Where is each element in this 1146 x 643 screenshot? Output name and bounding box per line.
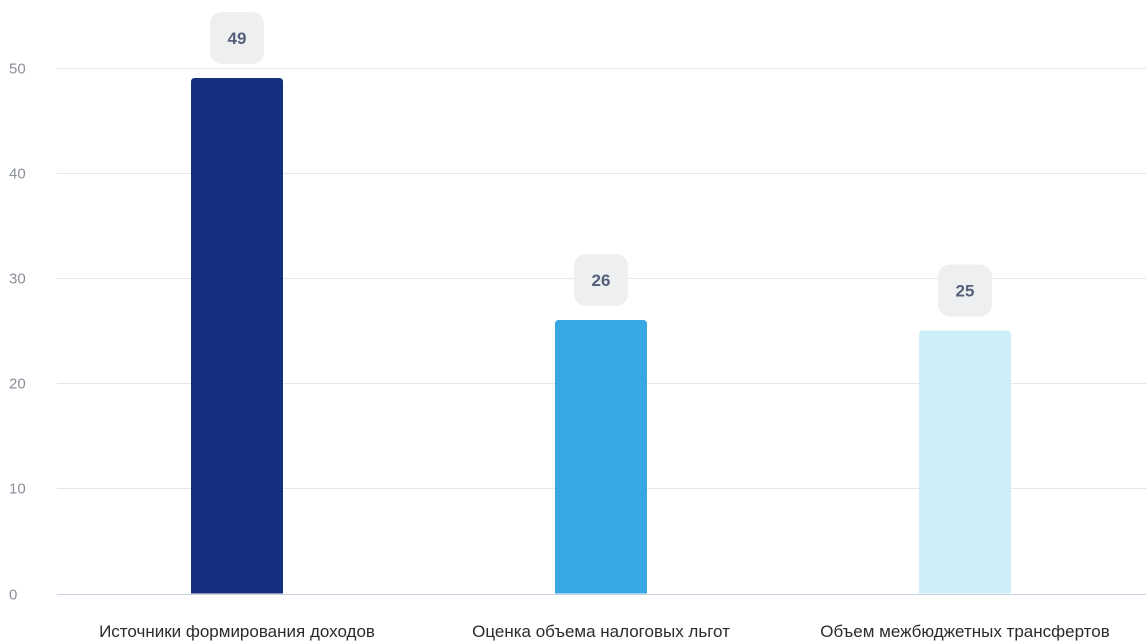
y-tick-label: 20 <box>9 376 26 393</box>
y-axis-ticks: 0 10 20 30 40 50 <box>9 61 26 604</box>
y-tick-label: 40 <box>9 166 26 183</box>
data-label: 26 <box>592 271 611 290</box>
y-tick-label: 10 <box>9 481 26 498</box>
data-labels: 49 26 25 <box>210 12 992 317</box>
bar <box>919 330 1011 594</box>
bar <box>555 319 647 594</box>
y-tick-label: 30 <box>9 271 26 288</box>
data-label-badge <box>938 264 992 317</box>
category-label: Объем межбюджетных трансфертов <box>820 622 1110 641</box>
bar <box>191 78 283 594</box>
category-label: Источники формирования доходов <box>99 622 375 641</box>
bars <box>191 78 1011 594</box>
x-axis-categories: Источники формирования доходов Оценка объ… <box>99 622 1110 641</box>
data-label: 49 <box>228 29 247 48</box>
y-tick-label: 50 <box>9 61 26 78</box>
data-label-badge <box>574 253 628 306</box>
category-label: Оценка объема налоговых льгот <box>472 622 730 641</box>
y-tick-label: 0 <box>9 587 17 604</box>
data-label-badge <box>210 12 264 65</box>
data-label: 25 <box>956 282 975 301</box>
